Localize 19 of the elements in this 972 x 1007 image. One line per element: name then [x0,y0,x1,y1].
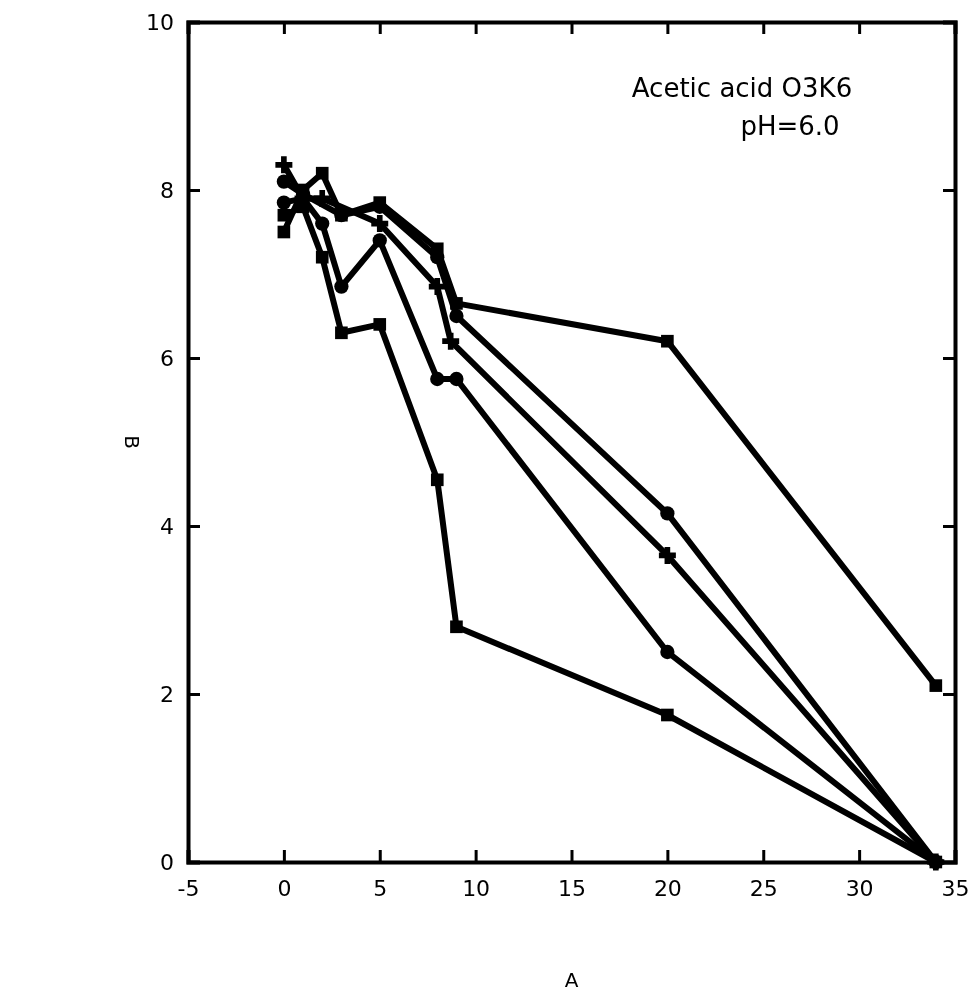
annotation: Acetic acid O3K6 [631,73,853,103]
annotation: pH=6.0 [740,111,840,141]
x-tick-label: 35 [941,875,970,901]
x-tick-label: 10 [462,875,491,901]
x-axis-title: A [564,968,579,992]
y-tick-label: 6 [160,345,174,371]
y-tick-label: 8 [160,177,174,203]
y-tick-label: 10 [146,9,174,35]
x-tick-label: 0 [277,875,292,901]
x-tick-label: 30 [845,875,874,901]
x-tick-label: 15 [558,875,586,901]
x-tick-label: 5 [373,875,388,901]
x-tick-label: 20 [653,875,682,901]
y-tick-label: 4 [160,513,174,539]
y-axis-title: B [120,435,144,449]
x-tick-label: -5 [177,875,200,901]
y-tick-label: 0 [160,849,174,875]
x-tick-label: 25 [749,875,778,901]
y-tick-label: 2 [160,681,174,707]
